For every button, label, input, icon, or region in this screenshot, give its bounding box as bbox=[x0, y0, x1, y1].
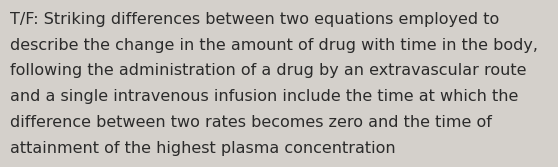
Text: attainment of the highest plasma concentration: attainment of the highest plasma concent… bbox=[10, 141, 396, 156]
Text: difference between two rates becomes zero and the time of: difference between two rates becomes zer… bbox=[10, 115, 492, 130]
Text: following the administration of a drug by an extravascular route: following the administration of a drug b… bbox=[10, 63, 527, 78]
Text: T/F: Striking differences between two equations employed to: T/F: Striking differences between two eq… bbox=[10, 12, 499, 27]
Text: describe the change in the amount of drug with time in the body,: describe the change in the amount of dru… bbox=[10, 38, 538, 53]
Text: and a single intravenous infusion include the time at which the: and a single intravenous infusion includ… bbox=[10, 89, 518, 104]
